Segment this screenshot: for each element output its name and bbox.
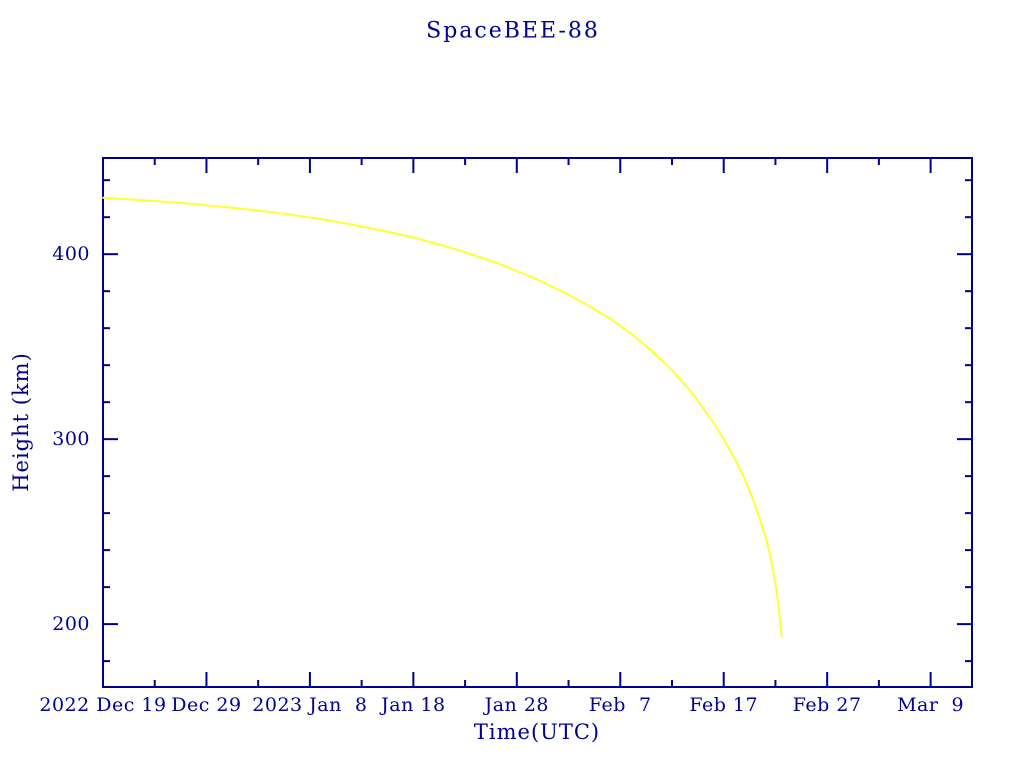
x-tick-label: Jan 28 xyxy=(483,694,549,716)
plot-border xyxy=(102,157,973,688)
decay-curve xyxy=(102,196,783,639)
x-tick-label: 2023 Jan 8 xyxy=(252,694,367,716)
x-tick-label: Dec 29 xyxy=(171,694,241,716)
x-axis-title: Time(UTC) xyxy=(473,720,601,744)
y-ticks xyxy=(103,179,972,663)
x-tick-labels: 2022 Dec 19 Dec 29 2023 Jan 8 Jan 18 Jan 28 F… xyxy=(39,694,964,716)
chart-title: SpaceBEE-88 xyxy=(426,18,600,44)
x-ticks xyxy=(102,158,932,687)
x-tick-label: Jan 18 xyxy=(379,694,445,716)
x-tick-label: Mar 9 xyxy=(897,694,964,716)
x-tick-label: Feb 27 xyxy=(793,694,862,716)
y-tick-labels: 200 300 400 xyxy=(52,243,90,635)
y-tick-label: 200 xyxy=(52,613,90,635)
x-tick-label: 2022 Dec 19 xyxy=(39,694,166,716)
y-tick-label: 400 xyxy=(52,243,90,265)
x-tick-label: Feb 17 xyxy=(689,694,758,716)
y-tick-label: 300 xyxy=(52,428,90,450)
x-tick-label: Feb 7 xyxy=(589,694,652,716)
